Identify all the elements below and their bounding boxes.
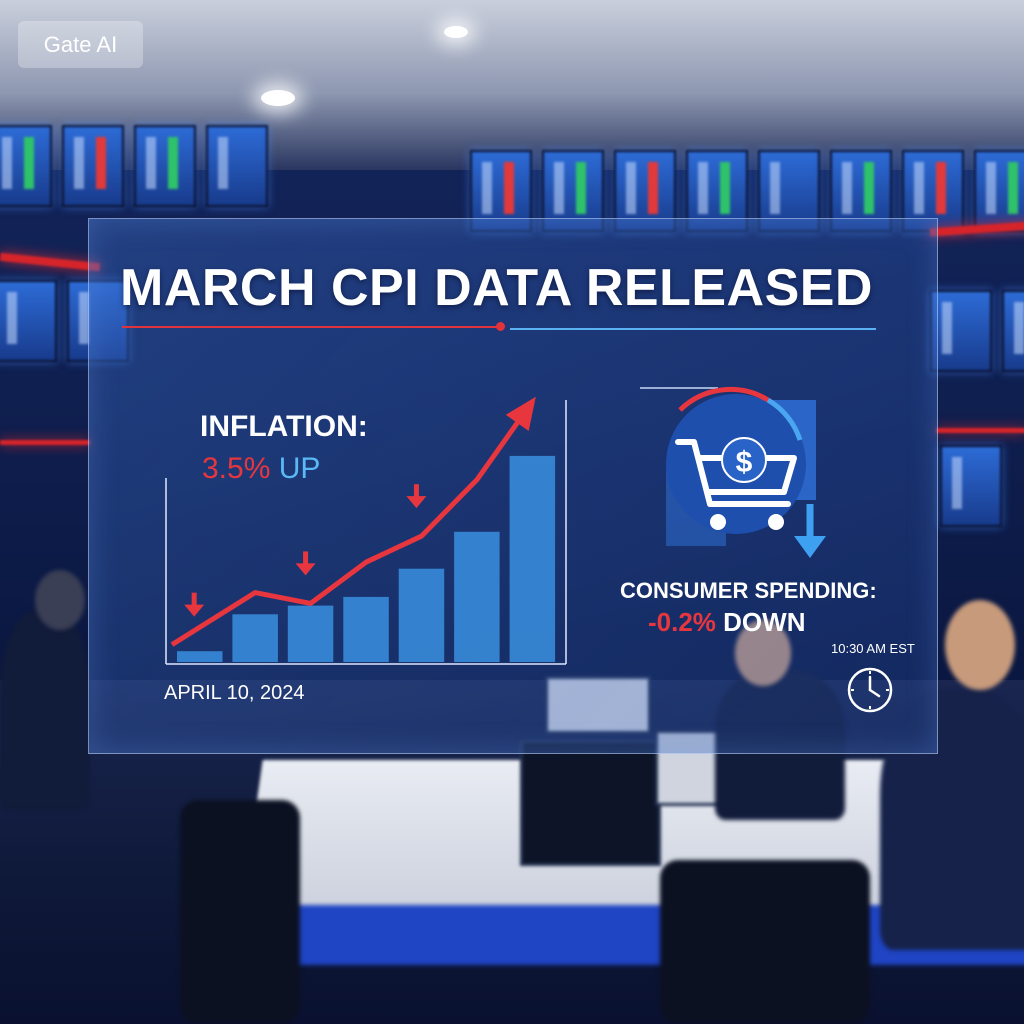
- ticker-screen: [206, 125, 268, 207]
- headline: MARCH CPI DATA RELEASED: [120, 259, 873, 317]
- video-screen: [67, 280, 129, 362]
- ticker-screen: [62, 125, 124, 207]
- person-silhouette: [0, 610, 90, 810]
- person-head: [945, 600, 1015, 690]
- cart-wheel: [768, 514, 784, 530]
- down-markers: [184, 484, 427, 617]
- inflation-direction: UP: [278, 452, 321, 485]
- consumer-spending-direction: DOWN: [723, 607, 806, 637]
- down-arrow-icon: [295, 563, 316, 576]
- person-silhouette: [880, 690, 1024, 950]
- ceiling-light: [261, 90, 295, 106]
- chart-bar: [287, 605, 334, 662]
- ceiling-light: [444, 26, 468, 38]
- down-arrow-icon: [406, 496, 427, 509]
- person-head: [35, 570, 85, 630]
- release-date: APRIL 10, 2024: [164, 682, 305, 704]
- ticker-screen: [134, 125, 196, 207]
- headline-underline-blue: [510, 328, 876, 330]
- ticker-screens-left: [0, 125, 268, 207]
- release-time: 10:30 AM EST: [831, 641, 915, 656]
- cart-wheel: [710, 514, 726, 530]
- video-screen: [930, 290, 992, 372]
- office-chair: [180, 800, 300, 1024]
- blue-arc: [766, 397, 803, 441]
- dollar-sign-icon: $: [736, 446, 753, 479]
- office-chair: [660, 860, 870, 1024]
- chart-bar: [509, 455, 556, 662]
- shopping-cart-dollar-icon: $: [640, 386, 826, 558]
- consumer-spending-label: CONSUMER SPENDING:: [620, 578, 877, 603]
- inflation-percent: 3.5%: [202, 452, 271, 485]
- clock-icon: [847, 667, 893, 713]
- inflation-value: 3.5% UP: [202, 452, 320, 486]
- video-wall-right: [930, 290, 1024, 372]
- red-arc: [678, 386, 770, 412]
- ticker-screen: [0, 125, 52, 207]
- chart-bar: [177, 651, 223, 662]
- video-screen: [1002, 290, 1024, 372]
- down-arrow-icon: [794, 536, 826, 558]
- rising-arrow-icon: [170, 400, 535, 647]
- headline-underline-dot: [496, 322, 505, 331]
- laptop-screen: [520, 740, 661, 866]
- chart-bar: [398, 568, 445, 662]
- person-head: [735, 620, 791, 686]
- red-led-stripe: [0, 440, 90, 445]
- video-wall-left: [0, 280, 129, 362]
- video-screen: [0, 280, 57, 362]
- inflation-label: INFLATION:: [200, 410, 368, 443]
- consumer-spending-value: -0.2% DOWN: [648, 607, 805, 638]
- chart-bar: [454, 531, 500, 662]
- clock-face: [847, 667, 893, 713]
- dollar-badge: [721, 437, 767, 483]
- video-screen: [940, 445, 1002, 527]
- video-wall-right-lower: [940, 445, 1002, 527]
- red-led-stripe: [936, 428, 1024, 433]
- laptop-screen: [545, 676, 651, 734]
- rising-arrow-head: [505, 396, 536, 431]
- watermark: Gate AI: [18, 21, 143, 68]
- chart-bars: [177, 455, 556, 662]
- headline-underline-red: [122, 326, 500, 328]
- ticker-screen: [974, 150, 1024, 232]
- person-silhouette: [715, 670, 845, 820]
- cart-frame: [675, 439, 791, 507]
- down-arrow-icon: [184, 604, 205, 617]
- clock-hand: [868, 688, 881, 698]
- consumer-spending-percent: -0.2%: [648, 607, 716, 637]
- chart-bar: [343, 596, 389, 662]
- chart-bar: [232, 614, 278, 662]
